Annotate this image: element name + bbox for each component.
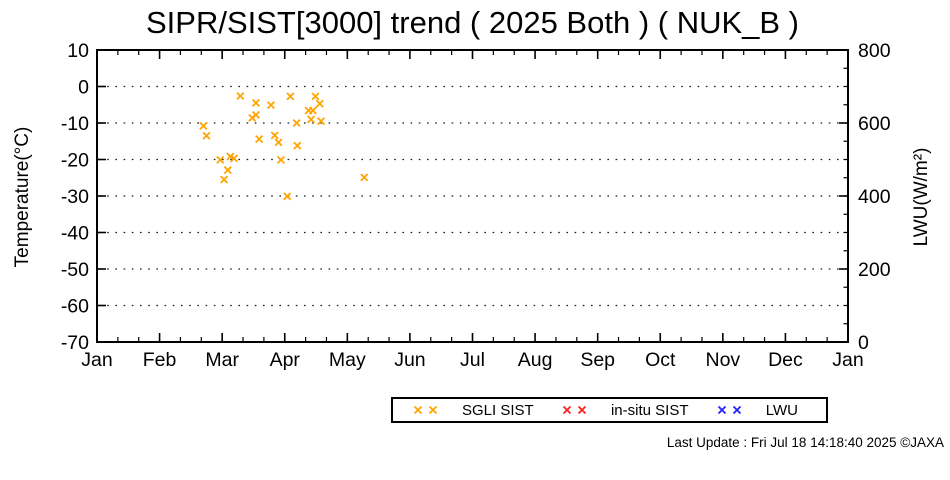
data-point-x-marker bbox=[315, 99, 324, 108]
data-point-x-marker bbox=[283, 192, 292, 201]
x-marker-icon bbox=[413, 405, 438, 415]
data-point-x-marker bbox=[216, 155, 225, 164]
last-update-text: Last Update : Fri Jul 18 14:18:40 2025 ©… bbox=[666, 435, 944, 450]
y-left-tick-label: -20 bbox=[61, 150, 89, 172]
x-tick-label: Jan bbox=[81, 349, 112, 371]
data-point-x-marker bbox=[199, 121, 208, 130]
chart-title: SIPR/SIST[3000] trend ( 2025 Both ) ( NU… bbox=[145, 5, 799, 40]
x-marker-icon bbox=[562, 405, 587, 415]
x-tick-label: Mar bbox=[205, 349, 239, 371]
data-point-x-marker bbox=[223, 166, 232, 175]
y-right-tick-label: 600 bbox=[858, 113, 891, 135]
data-point-x-marker bbox=[202, 131, 211, 140]
x-tick-label: Dec bbox=[768, 349, 803, 371]
data-point-x-marker bbox=[276, 155, 286, 164]
y-right-tick-label: 200 bbox=[858, 259, 891, 281]
y-left-tick-label: 0 bbox=[78, 77, 89, 99]
legend-label: in-situ SIST bbox=[610, 401, 689, 419]
x-tick-label: Aug bbox=[518, 349, 553, 371]
data-point-x-marker bbox=[317, 117, 326, 126]
data-point-x-marker bbox=[270, 131, 279, 140]
data-point-x-marker bbox=[251, 110, 260, 120]
plot-frame bbox=[96, 49, 849, 343]
x-tick-label: Nov bbox=[705, 349, 740, 371]
x-tick-label: Apr bbox=[270, 349, 301, 371]
data-point-x-marker bbox=[293, 141, 302, 150]
data-point-x-marker bbox=[274, 138, 283, 147]
x-tick-label: May bbox=[329, 349, 366, 371]
y-left-tick-label: -50 bbox=[61, 259, 89, 281]
y-right-tick-label: 0 bbox=[858, 332, 869, 354]
data-point-x-marker bbox=[220, 175, 229, 184]
data-point-x-marker bbox=[311, 92, 320, 101]
data-point-x-marker bbox=[236, 91, 245, 101]
data-point-x-marker bbox=[308, 106, 317, 115]
x-tick-label: Sep bbox=[580, 349, 615, 371]
data-point-x-marker bbox=[360, 173, 369, 182]
x-tick-label: Jan bbox=[832, 349, 863, 371]
data-point-x-marker bbox=[230, 154, 239, 163]
x-tick-label: Feb bbox=[143, 349, 177, 371]
y-left-tick-label: -10 bbox=[61, 113, 89, 135]
y-left-tick-label: -40 bbox=[61, 223, 89, 245]
data-point-x-marker bbox=[292, 118, 301, 128]
data-point-x-marker bbox=[306, 115, 316, 124]
data-point-x-marker bbox=[286, 92, 295, 101]
y-right-tick-label: 400 bbox=[858, 186, 891, 208]
x-tick-label: Jun bbox=[394, 349, 425, 371]
x-tick-label: Jul bbox=[460, 349, 485, 371]
legend-label: SGLI SIST bbox=[462, 401, 534, 419]
y-left-tick-label: -30 bbox=[61, 186, 89, 208]
y-left-tick-label: 10 bbox=[67, 40, 89, 62]
legend-entry-insitu-sist: in-situ SIST bbox=[562, 402, 689, 419]
y-left-tick-label: -70 bbox=[61, 332, 89, 354]
y-right-tick-label: 800 bbox=[858, 40, 891, 62]
data-point-x-marker bbox=[266, 101, 276, 110]
data-point-x-marker bbox=[251, 98, 260, 107]
data-point-x-marker bbox=[255, 135, 264, 144]
legend-label: LWU bbox=[765, 401, 798, 419]
legend-entry-sgli-sist: SGLI SIST bbox=[413, 402, 534, 419]
x-tick-label: Oct bbox=[645, 349, 676, 371]
x-marker-icon bbox=[717, 405, 742, 415]
y-left-tick-label: -60 bbox=[61, 296, 89, 318]
legend: SGLI SIST in-situ SIST LWU bbox=[391, 397, 828, 423]
legend-entry-lwu: LWU bbox=[717, 402, 798, 419]
